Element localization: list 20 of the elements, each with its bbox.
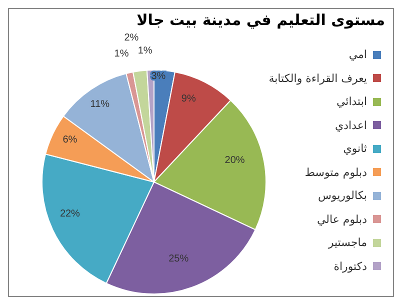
legend-label: ابتدائي <box>336 95 367 108</box>
legend-label: ماجستير <box>328 236 367 250</box>
legend-label: دكتوراة <box>334 260 367 273</box>
data-label: 9% <box>181 94 196 105</box>
data-label: 22% <box>60 208 80 220</box>
data-label: 6% <box>62 134 78 146</box>
legend-label: يعرف القراءة والكتابة <box>268 72 367 85</box>
legend-label: بكالوريوس <box>318 189 367 202</box>
data-label: 25% <box>168 254 189 265</box>
legend-label: اعدادي <box>335 118 367 132</box>
data-label: 1% <box>114 48 129 60</box>
legend-label: دبلوم متوسط <box>304 166 367 179</box>
data-label: 20% <box>224 155 245 166</box>
legend-label: ثانوي <box>343 142 367 156</box>
legend-label: دبلوم عالي <box>316 212 367 226</box>
data-label: 2% <box>124 32 139 44</box>
data-label: 1% <box>138 46 152 57</box>
legend-label: امي <box>348 48 367 62</box>
chart-title: مستوى التعليم في مدينة بيت جالا <box>136 11 385 29</box>
data-label: 11% <box>90 99 110 110</box>
